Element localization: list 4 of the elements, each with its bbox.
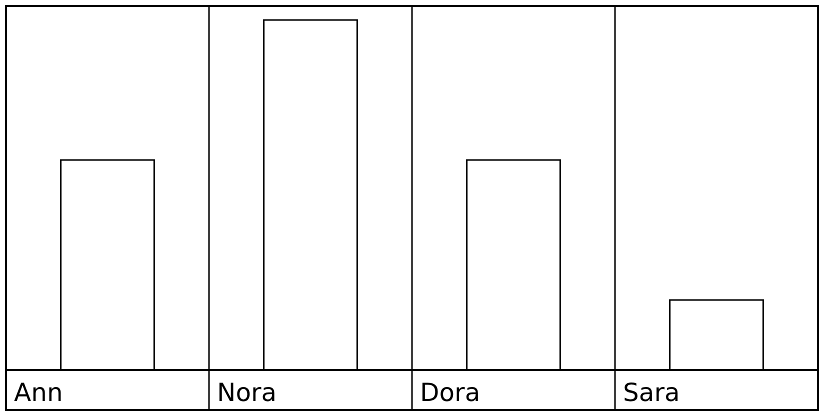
x-tick-label: Ann	[14, 378, 63, 407]
x-tick-label: Nora	[217, 378, 277, 407]
x-tick-label: Dora	[420, 378, 480, 407]
x-tick-label: Sara	[623, 378, 680, 407]
